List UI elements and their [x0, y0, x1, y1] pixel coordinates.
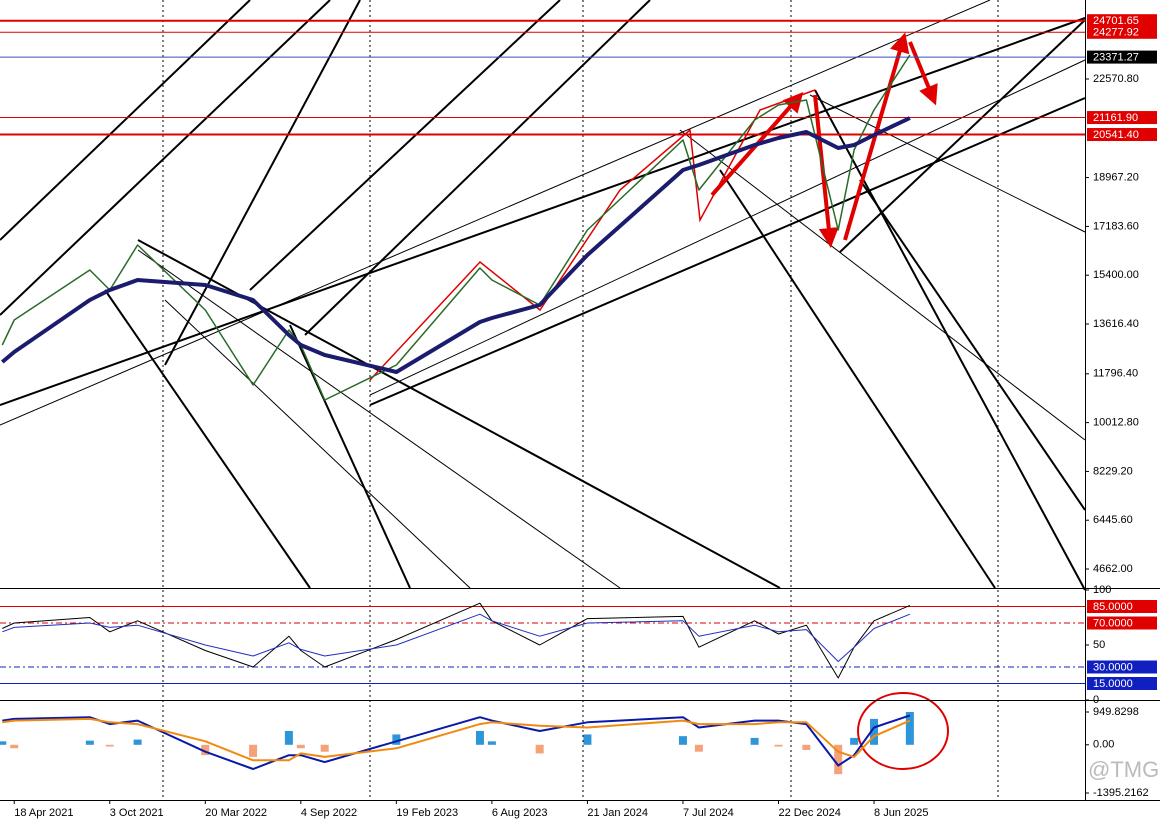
y-tick-label: 15400.00: [1093, 269, 1139, 281]
histogram-bar: [133, 739, 142, 745]
series-line: [2, 714, 911, 770]
panel-frame: [0, 0, 1160, 801]
x-tick-label: 19 Feb 2023: [396, 807, 458, 819]
wave-outline: [369, 89, 816, 381]
y-tick-label: 0: [1093, 694, 1099, 706]
level-label: 23371.27: [1093, 52, 1139, 64]
y-tick-label: 6445.60: [1093, 514, 1133, 526]
level-label-box: [1087, 111, 1157, 125]
histogram-bar: [475, 730, 484, 745]
level-label-box: [1087, 600, 1157, 613]
level-label: 15.0000: [1093, 678, 1133, 690]
level-label-box: [1087, 616, 1157, 630]
series-line: [1, 54, 911, 401]
histogram-bar: [249, 744, 258, 757]
x-tick-label: 6 Aug 2023: [492, 807, 548, 819]
level-label-box: [1087, 14, 1157, 28]
y-tick-label: 10012.80: [1093, 417, 1139, 429]
histogram-bar: [774, 744, 783, 747]
histogram-bar: [0, 741, 7, 745]
x-tick-label: 8 Jun 2025: [874, 807, 928, 819]
y-tick-label: 4662.00: [1093, 563, 1133, 575]
highlight-circle: [857, 692, 949, 770]
histogram-bar: [296, 744, 305, 749]
histogram-bar: [487, 741, 496, 745]
y-tick-label: -1395.2162: [1093, 787, 1149, 799]
y-tick-label: 18967.20: [1093, 172, 1139, 184]
histogram-bar: [694, 744, 703, 752]
y-tick-label: 11796.40: [1093, 368, 1138, 380]
histogram-bar: [750, 737, 759, 745]
histogram-bar: [583, 734, 592, 745]
series-line: [1, 116, 911, 374]
y-tick-label: 100: [1093, 584, 1111, 596]
x-tick-label: 22 Dec 2024: [778, 807, 840, 819]
histogram-bar: [320, 744, 329, 752]
x-tick-label: 20 Mar 2022: [205, 807, 267, 819]
histogram-bar: [905, 711, 914, 745]
y-tick-label: 13616.40: [1093, 318, 1139, 330]
y-tick-label: 0.00: [1093, 739, 1114, 751]
histogram-bar: [802, 744, 811, 750]
histogram-bar: [392, 734, 401, 745]
level-label: 21161.90: [1093, 112, 1138, 124]
histogram-bar: [85, 740, 94, 745]
level-label: 30.0000: [1093, 661, 1133, 673]
level-label: 70.0000: [1093, 617, 1133, 629]
level-label: 24701.65: [1093, 15, 1139, 27]
x-tick-label: 18 Apr 2021: [14, 807, 73, 819]
watermark: @TMGM: [1088, 757, 1160, 782]
series-line: [2, 717, 911, 762]
level-label: 85.0000: [1093, 601, 1133, 613]
series-line: [2, 602, 911, 679]
histogram-bar: [870, 718, 879, 745]
y-tick-label: 22570.80: [1093, 73, 1139, 85]
y-tick-label: 50: [1093, 639, 1105, 651]
histogram-bar: [10, 744, 19, 749]
x-tick-label: 4 Sep 2022: [301, 807, 357, 819]
level-label-box: [1087, 25, 1157, 39]
level-label-box: [1087, 50, 1157, 64]
level-label-box: [1087, 128, 1157, 142]
y-tick-label: 8229.20: [1093, 465, 1133, 477]
histogram-bar: [678, 736, 687, 745]
histogram-bar: [834, 744, 843, 775]
level-label-box: [1087, 660, 1157, 674]
x-tick-label: 21 Jan 2024: [587, 807, 648, 819]
histogram-bar: [850, 737, 859, 745]
histogram-bar: [284, 730, 293, 745]
histogram-bar: [201, 744, 210, 756]
x-tick-label: 3 Oct 2021: [110, 807, 164, 819]
y-tick-label: 949.8298: [1093, 706, 1139, 718]
level-label: 24277.92: [1093, 27, 1139, 39]
series-line: [2, 613, 911, 662]
histogram-bar: [105, 744, 114, 747]
level-label: 20541.40: [1093, 129, 1139, 141]
level-label-box: [1087, 677, 1157, 690]
histogram-bar: [535, 744, 544, 754]
x-tick-label: 7 Jul 2024: [683, 807, 734, 819]
y-tick-label: 17183.60: [1093, 220, 1139, 232]
